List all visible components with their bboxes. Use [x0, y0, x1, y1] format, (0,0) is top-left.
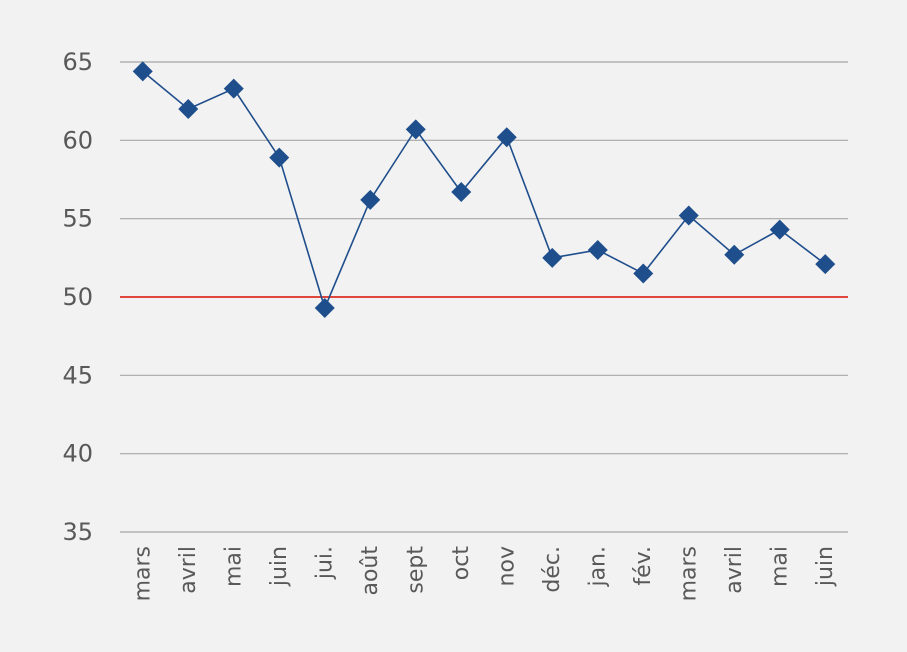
series-group: [132, 61, 836, 318]
data-point-marker: [724, 244, 745, 265]
y-tick-label: 45: [62, 361, 93, 389]
x-tick-label: oct: [449, 546, 474, 581]
y-axis-tick-labels: 35 40 45 50 55 60 65: [62, 48, 93, 546]
data-point-marker: [496, 127, 517, 148]
x-tick-label: mars: [676, 546, 701, 601]
data-point-marker: [405, 119, 426, 140]
data-point-marker: [678, 205, 699, 226]
gridlines: [120, 61, 848, 533]
data-point-marker: [132, 61, 153, 82]
x-tick-label: mai: [221, 546, 246, 587]
data-point-marker: [360, 189, 381, 210]
x-tick-label: mai: [767, 546, 792, 587]
y-tick-label: 35: [62, 518, 93, 546]
x-tick-label: août: [358, 546, 383, 596]
data-point-marker: [542, 247, 563, 268]
x-tick-label: jui.: [312, 546, 337, 580]
x-tick-label: juin: [813, 546, 838, 587]
x-tick-label: mars: [130, 546, 155, 601]
data-point-marker: [178, 99, 199, 119]
y-tick-label: 60: [62, 126, 93, 154]
data-point-marker: [587, 240, 608, 260]
data-point-marker: [269, 147, 290, 168]
x-tick-label: sept: [403, 546, 428, 594]
x-tick-label: avril: [722, 546, 747, 594]
series-line: [142, 70, 826, 311]
data-point-marker: [314, 297, 335, 318]
x-tick-label: nov: [494, 546, 519, 586]
data-point-marker: [769, 219, 790, 240]
y-tick-label: 50: [62, 283, 93, 311]
data-point-marker: [633, 263, 654, 284]
y-tick-label: 65: [62, 48, 93, 76]
data-point-marker: [451, 182, 472, 203]
x-tick-label: juin: [267, 546, 292, 587]
x-tick-label: fév.: [631, 546, 656, 586]
x-tick-label: jan.: [585, 546, 610, 588]
x-axis-tick-labels: mars avril mai juin jui. août sept oct nov déc. ja…: [130, 546, 838, 602]
y-tick-label: 40: [62, 440, 93, 468]
x-tick-label: avril: [176, 546, 201, 594]
data-point-marker: [223, 78, 244, 99]
y-tick-label: 55: [62, 205, 93, 233]
data-point-marker: [815, 254, 836, 275]
x-tick-label: déc.: [540, 546, 565, 593]
